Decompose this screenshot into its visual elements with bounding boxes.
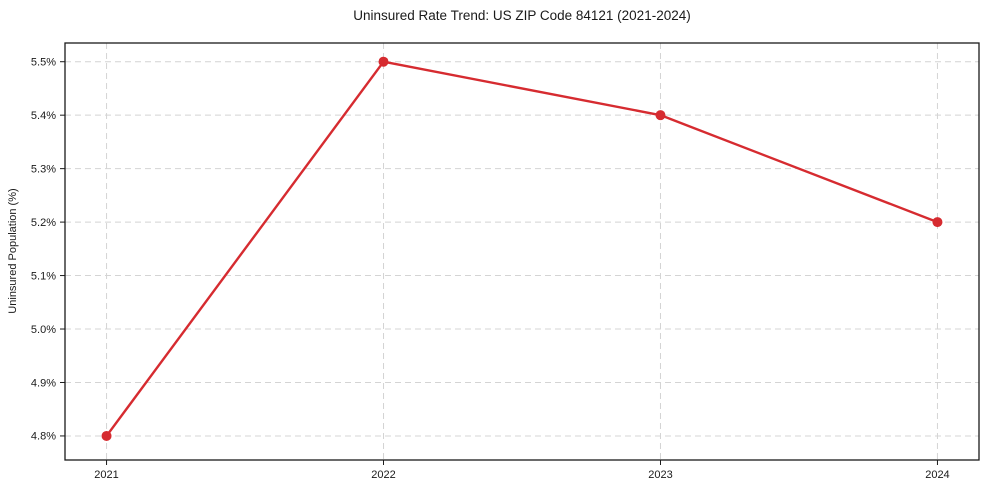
trend-line — [105, 60, 939, 438]
y-tick-label: 5.0% — [31, 324, 56, 336]
data-point-marker — [101, 430, 112, 441]
data-point-marker — [932, 217, 943, 228]
x-tick-label: 2022 — [371, 469, 395, 481]
y-tick-label: 5.5% — [31, 57, 56, 69]
x-tick-label: 2021 — [94, 469, 118, 481]
y-tick-label: 4.9% — [31, 377, 56, 389]
plot-border — [64, 42, 980, 461]
chart-title: Uninsured Rate Trend: US ZIP Code 84121 … — [353, 8, 691, 23]
data-point-marker — [655, 110, 666, 121]
y-tick-label: 5.2% — [31, 217, 56, 229]
y-tick-label: 4.8% — [31, 431, 56, 443]
x-tick-label: 2023 — [648, 469, 672, 481]
y-tick-label: 5.1% — [31, 270, 56, 282]
x-tick-label: 2024 — [925, 469, 949, 481]
y-tick-label: 5.3% — [31, 163, 56, 175]
data-point-marker — [378, 56, 389, 67]
y-tick-label: 5.4% — [31, 110, 56, 122]
